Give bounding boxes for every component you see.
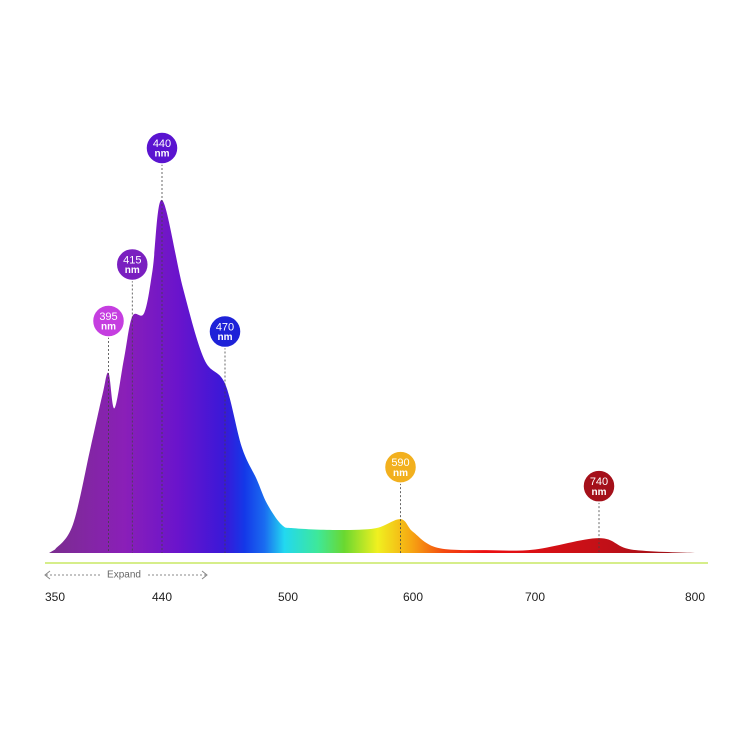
x-tick-label: 700 [525,590,545,604]
peak-unit: nm [125,265,140,276]
peak-label: 740 [590,476,608,488]
peak-label: 415 [123,254,141,266]
peak-label: 590 [391,457,409,469]
peak-marker [115,247,150,282]
peak-label: 440 [153,138,171,150]
peak-marker [582,469,616,503]
x-tick-label: 440 [152,590,172,604]
peak-unit: nm [155,149,170,160]
peak-marker [145,131,179,165]
spectrum-area [49,199,707,553]
peak-unit: nm [592,487,607,498]
peak-marker [208,314,242,349]
peak-unit: nm [393,468,408,479]
peak-label: 470 [216,321,234,333]
expand-arrowheads [44,570,208,580]
x-tick-label: 500 [278,590,298,604]
peak-marker [91,304,126,338]
x-tick-label: 600 [403,590,423,604]
peak-marker [383,450,418,484]
peak-unit: nm [218,332,233,343]
peak-label: 395 [99,311,117,323]
expand-label[interactable]: Expand [107,570,141,581]
peak-unit: nm [101,322,116,333]
x-tick-label: 350 [45,590,65,604]
x-tick-label: 800 [685,590,705,604]
